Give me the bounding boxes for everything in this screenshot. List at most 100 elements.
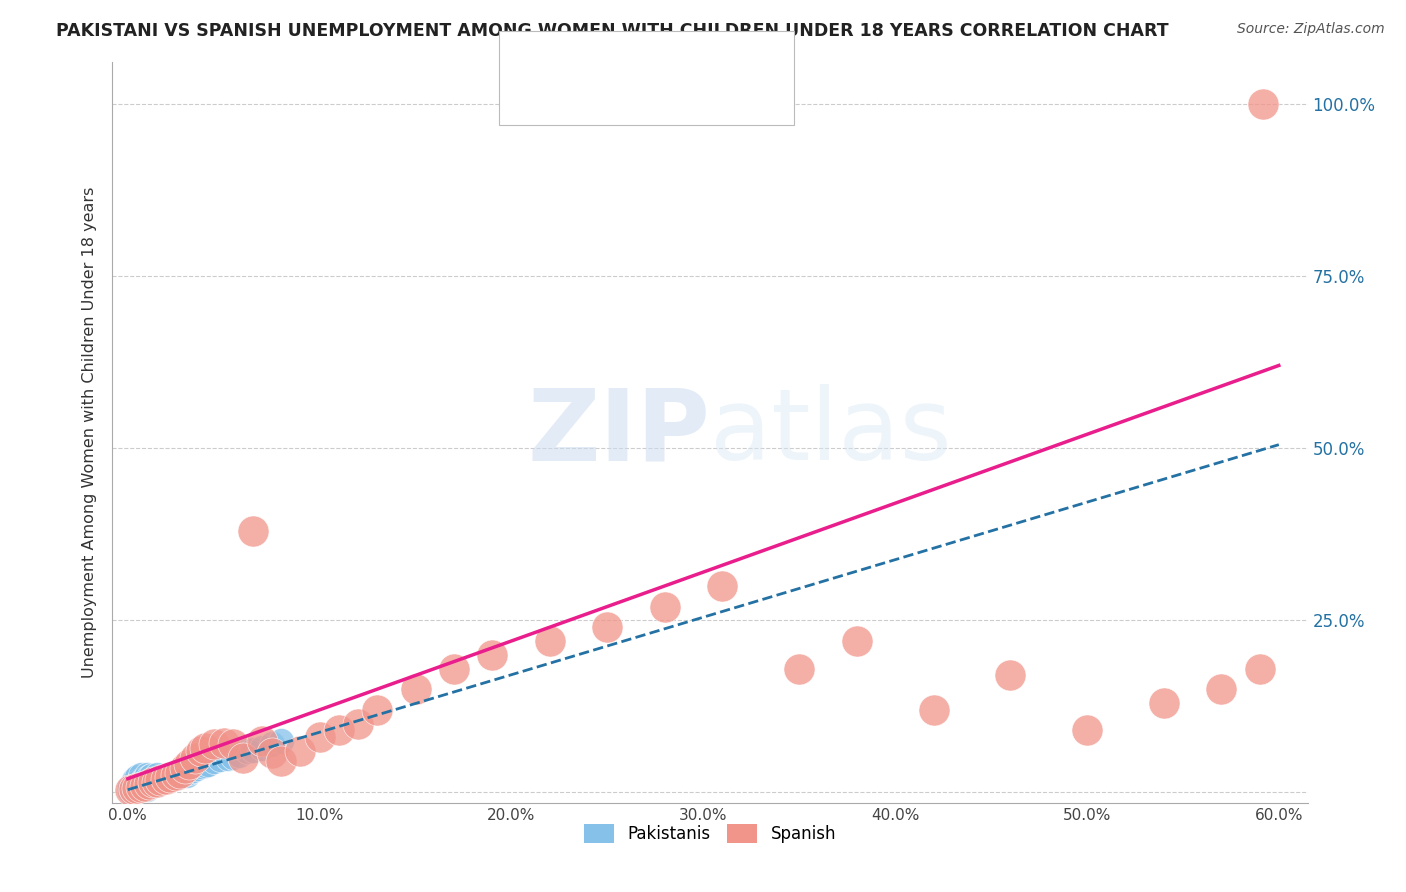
Text: Source: ZipAtlas.com: Source: ZipAtlas.com [1237,22,1385,37]
Text: ▪: ▪ [523,46,540,70]
Point [128,780,150,795]
Point [193,740,215,755]
Point [148,773,170,788]
Point [155,773,177,788]
Point [121,779,143,793]
Point [260,737,283,751]
Point [1153,696,1175,710]
Point [118,783,141,797]
Point [179,756,201,771]
Point [127,780,149,795]
Point [787,661,810,675]
Point [193,758,215,772]
Point [127,781,149,796]
Point [118,784,141,798]
Point [174,764,197,779]
Point [538,634,561,648]
Point [127,770,149,784]
Point [142,775,165,789]
Point [124,777,146,791]
Point [1249,661,1271,675]
Point [145,768,167,782]
Point [136,782,159,797]
Point [129,780,152,794]
Point [138,777,160,791]
Point [150,770,173,784]
Point [176,768,198,782]
Point [138,777,160,791]
Point [197,756,219,771]
Point [845,634,868,648]
Point [202,755,225,769]
Point [308,731,330,745]
Point [122,773,145,788]
Point [129,780,152,795]
Point [127,776,149,790]
Point [132,780,155,794]
Point [366,703,388,717]
Point [222,749,245,764]
Point [169,766,191,780]
Point [134,772,156,786]
Point [217,751,239,765]
Point [169,768,191,782]
Point [124,772,146,786]
Point [163,770,186,784]
Point [228,747,250,762]
Point [179,764,201,779]
Text: ZIP: ZIP [527,384,710,481]
Point [143,774,166,789]
Point [922,703,945,717]
Point [190,744,212,758]
Point [155,772,177,786]
Text: PAKISTANI VS SPANISH UNEMPLOYMENT AMONG WOMEN WITH CHILDREN UNDER 18 YEARS CORRE: PAKISTANI VS SPANISH UNEMPLOYMENT AMONG … [56,22,1168,40]
Point [290,744,312,758]
Point [124,782,146,797]
Point [405,682,427,697]
Point [132,773,155,788]
Point [443,661,465,675]
Point [250,740,273,755]
Point [160,768,183,782]
Point [242,743,264,757]
Point [145,775,167,789]
Point [129,775,152,789]
Point [122,779,145,793]
Point [129,768,152,782]
Point [174,761,197,775]
Point [328,723,350,738]
Point [149,772,172,786]
Point [122,782,145,797]
Point [481,648,503,662]
Point [149,773,172,788]
Text: R = 0.303   N = 62: R = 0.303 N = 62 [548,50,718,68]
Point [136,775,159,789]
Point [711,579,734,593]
Point [139,769,162,783]
Point [139,776,162,790]
Point [159,772,181,786]
Point [242,524,264,538]
Point [270,734,292,748]
Legend: Pakistanis, Spanish: Pakistanis, Spanish [578,817,842,850]
Point [138,770,160,784]
Y-axis label: Unemployment Among Women with Children Under 18 years: Unemployment Among Women with Children U… [82,187,97,678]
Point [1211,682,1233,697]
Point [1253,96,1275,111]
Text: R = 0.471   N = 47: R = 0.471 N = 47 [548,88,718,106]
Point [1000,668,1022,682]
Point [165,768,187,782]
Point [236,744,259,758]
Point [118,780,141,794]
Point [202,737,225,751]
Point [165,768,187,782]
Point [128,774,150,789]
Point [190,759,212,773]
Point [159,770,181,784]
Text: ▪: ▪ [523,86,540,110]
Point [260,746,283,760]
Point [1076,723,1098,738]
Point [208,752,231,766]
Point [157,772,180,786]
Point [654,599,676,614]
